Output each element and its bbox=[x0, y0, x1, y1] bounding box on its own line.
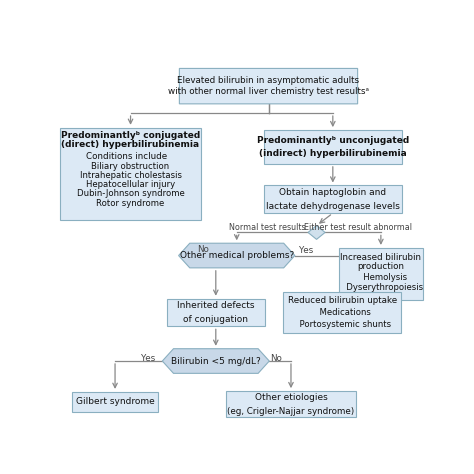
FancyBboxPatch shape bbox=[179, 68, 357, 104]
Text: Bilirubin <5 mg/dL?: Bilirubin <5 mg/dL? bbox=[171, 356, 261, 365]
Text: (direct) hyperbilirubinemia: (direct) hyperbilirubinemia bbox=[62, 140, 200, 149]
Text: Inherited defects: Inherited defects bbox=[177, 301, 255, 310]
Text: Predominantlyᵇ unconjugated: Predominantlyᵇ unconjugated bbox=[257, 137, 409, 146]
Bar bbox=[283, 292, 401, 333]
Text: Elevated bilirubin in asymptomatic adults: Elevated bilirubin in asymptomatic adult… bbox=[177, 76, 360, 85]
Text: Dyserythropoiesis: Dyserythropoiesis bbox=[338, 283, 423, 292]
Bar bbox=[264, 185, 402, 213]
Bar bbox=[60, 128, 201, 220]
Text: Obtain haptoglobin and: Obtain haptoglobin and bbox=[279, 188, 386, 197]
Bar bbox=[167, 299, 264, 327]
Text: Conditions include: Conditions include bbox=[86, 153, 167, 162]
Text: (eg, Crigler-Najjar syndrome): (eg, Crigler-Najjar syndrome) bbox=[228, 407, 355, 416]
Text: Gilbert syndrome: Gilbert syndrome bbox=[76, 397, 155, 406]
Text: Reduced bilirubin uptake: Reduced bilirubin uptake bbox=[288, 296, 397, 305]
Text: Dubin-Johnson syndrome: Dubin-Johnson syndrome bbox=[77, 190, 184, 199]
Text: Hepatocellular injury: Hepatocellular injury bbox=[86, 180, 175, 189]
Text: Intrahepatic cholestasis: Intrahepatic cholestasis bbox=[80, 171, 182, 180]
Text: of conjugation: of conjugation bbox=[183, 315, 248, 324]
Text: Yes: Yes bbox=[141, 354, 155, 363]
Text: Rotor syndrome: Rotor syndrome bbox=[96, 199, 164, 208]
Polygon shape bbox=[179, 243, 295, 268]
Text: (indirect) hyperbilirubinemia: (indirect) hyperbilirubinemia bbox=[259, 149, 407, 158]
Text: Normal test results: Normal test results bbox=[229, 223, 306, 232]
Polygon shape bbox=[308, 226, 325, 239]
Text: Predominantlyᵇ conjugated: Predominantlyᵇ conjugated bbox=[61, 131, 200, 140]
Text: No: No bbox=[270, 354, 282, 363]
Text: Increased bilirubin: Increased bilirubin bbox=[340, 253, 421, 262]
Bar bbox=[73, 392, 158, 412]
Bar bbox=[339, 248, 423, 300]
Text: Portosystemic shunts: Portosystemic shunts bbox=[293, 320, 391, 329]
Text: Hemolysis: Hemolysis bbox=[355, 273, 407, 282]
Text: Yes: Yes bbox=[299, 246, 313, 255]
Bar bbox=[264, 130, 402, 164]
Text: Other etiologies: Other etiologies bbox=[255, 393, 328, 402]
Text: Other medical problems?: Other medical problems? bbox=[180, 251, 294, 260]
Text: with other normal liver chemistry test resultsᵃ: with other normal liver chemistry test r… bbox=[168, 87, 369, 96]
Text: production: production bbox=[357, 262, 404, 271]
Text: No: No bbox=[197, 245, 209, 254]
Text: lactate dehydrogenase levels: lactate dehydrogenase levels bbox=[266, 202, 400, 211]
Bar bbox=[226, 391, 356, 417]
Text: Biliary obstruction: Biliary obstruction bbox=[91, 162, 170, 171]
Polygon shape bbox=[162, 349, 269, 374]
Text: Medications: Medications bbox=[314, 308, 371, 317]
Text: Either test result abnormal: Either test result abnormal bbox=[304, 223, 411, 232]
